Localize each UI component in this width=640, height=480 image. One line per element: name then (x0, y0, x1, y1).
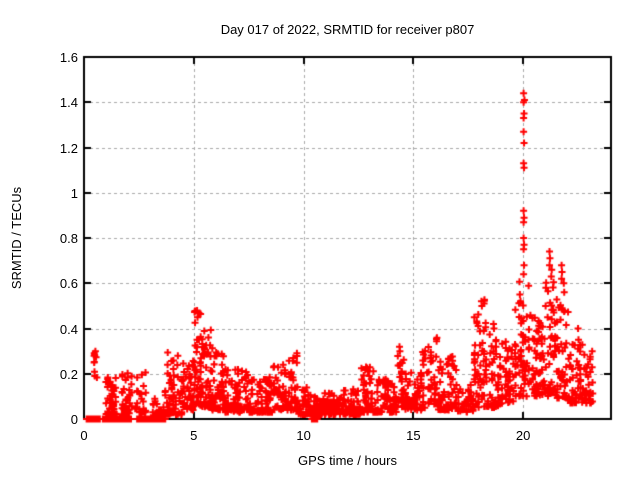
y-tick-label: 0 (70, 412, 78, 427)
y-tick-label: 0.8 (59, 231, 78, 246)
y-tick-label: 0.4 (59, 321, 78, 337)
y-tick-label: 0.6 (59, 276, 78, 292)
x-tick-label: 20 (515, 428, 531, 443)
x-axis-label: GPS time / hours (298, 453, 397, 468)
x-tick-label: 15 (406, 428, 421, 443)
x-tick-label: 10 (296, 428, 311, 443)
y-tick-label: 0.2 (59, 366, 78, 382)
y-tick-label: 1 (70, 185, 78, 201)
x-tick-label: 0 (80, 428, 88, 443)
chart-title: Day 017 of 2022, SRMTID for receiver p80… (220, 22, 475, 37)
y-tick-label: 1.2 (59, 140, 78, 156)
y-tick-label: 1.6 (59, 50, 78, 65)
x-tick-label: 5 (190, 428, 198, 443)
y-tick-label: 1.4 (59, 95, 78, 111)
